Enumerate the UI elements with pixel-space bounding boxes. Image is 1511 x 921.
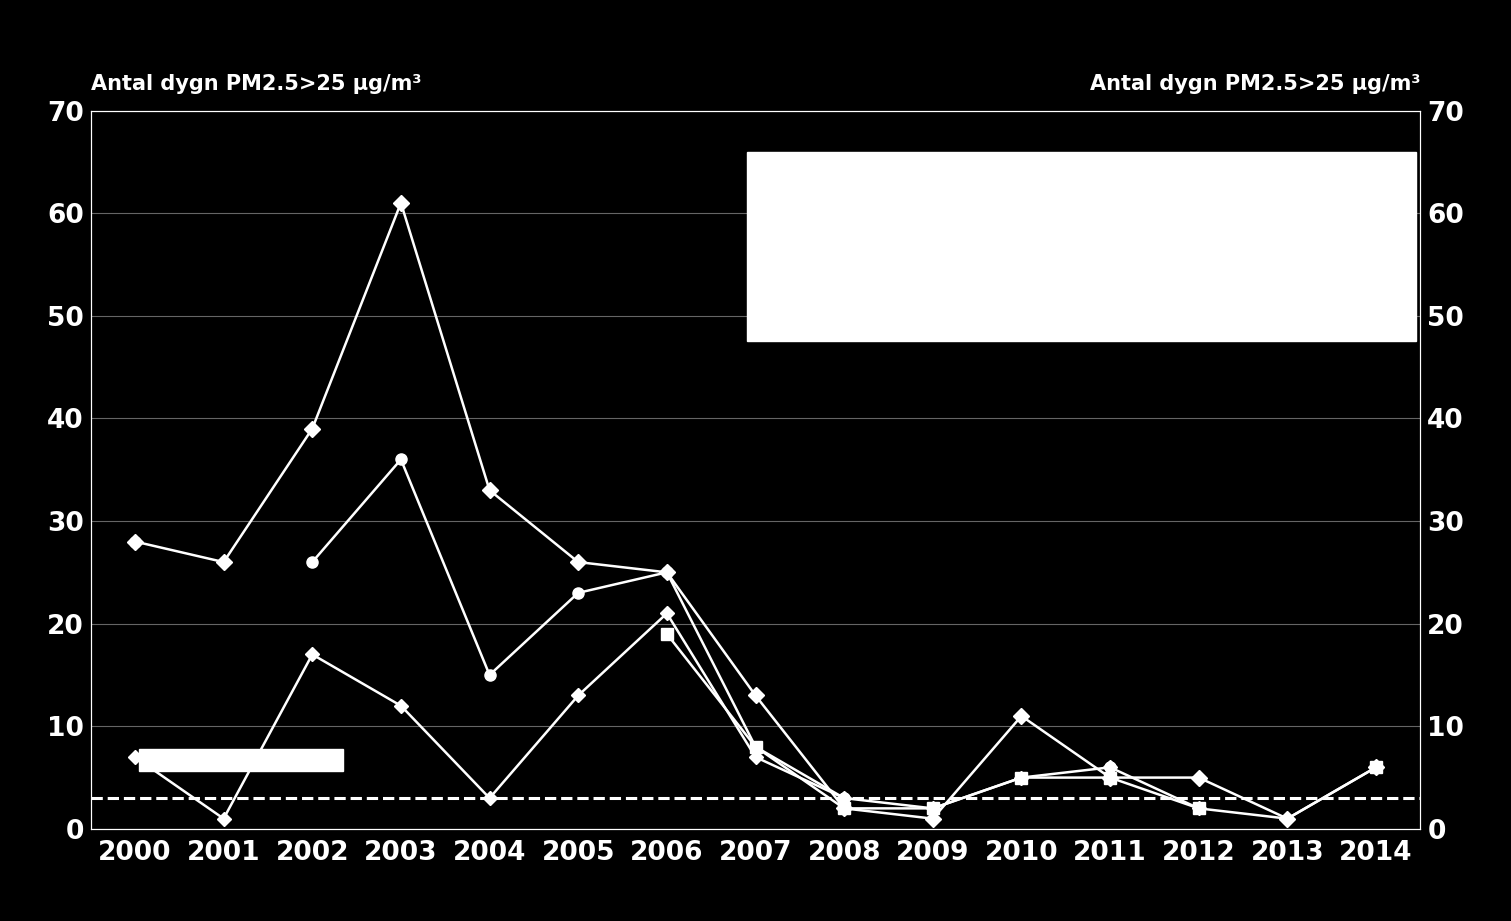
Text: Antal dygn PM2.5>25 μg/m³: Antal dygn PM2.5>25 μg/m³: [1089, 74, 1420, 94]
Bar: [139, 749, 343, 772]
Bar: [746, 152, 1416, 342]
Text: Antal dygn PM2.5>25 μg/m³: Antal dygn PM2.5>25 μg/m³: [91, 74, 422, 94]
